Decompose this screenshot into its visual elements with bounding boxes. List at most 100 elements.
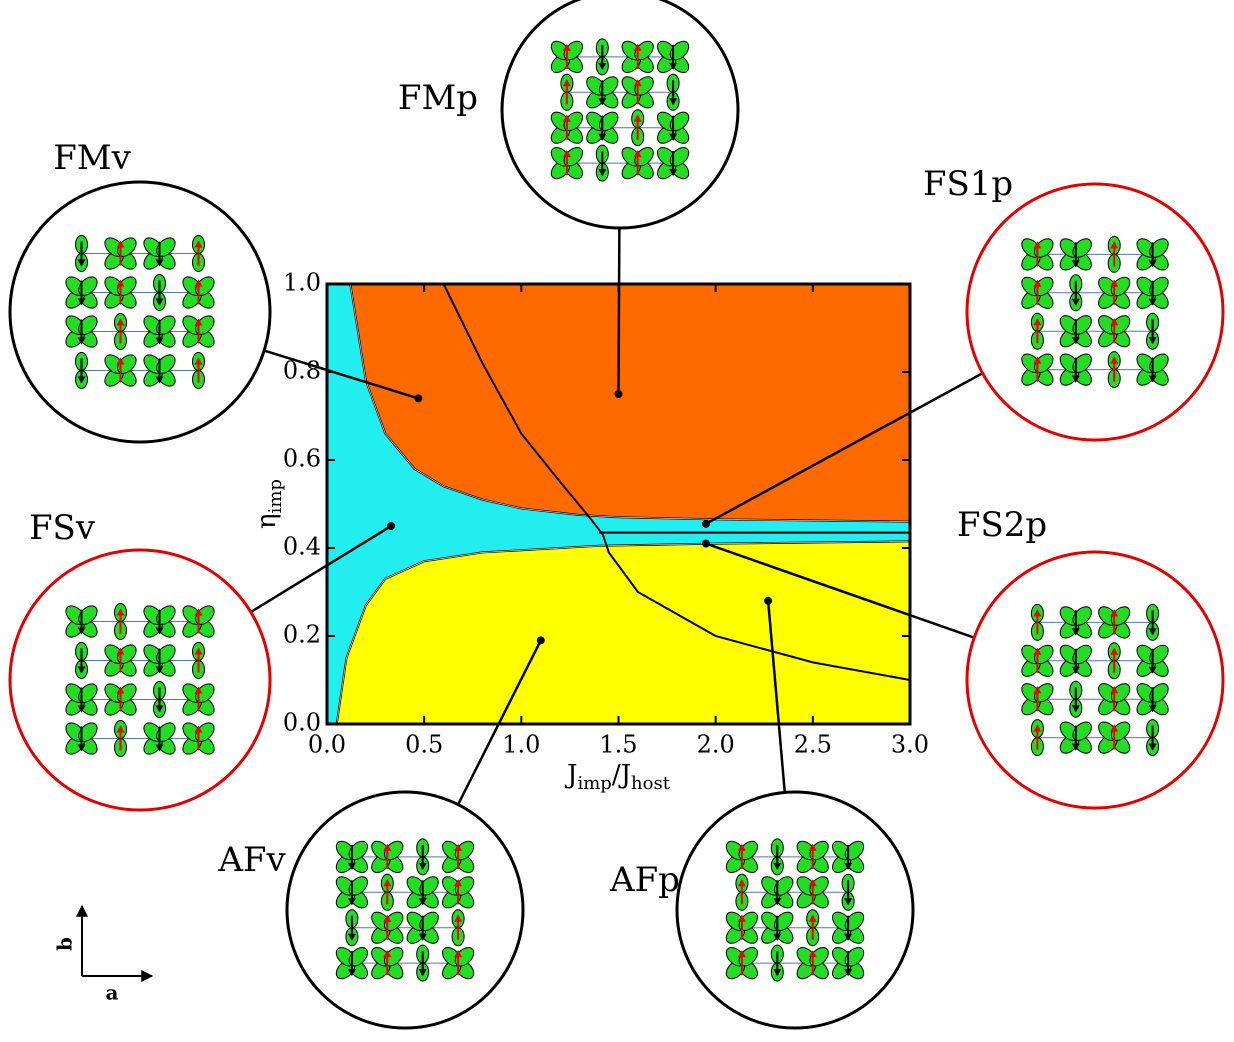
- orbital-lobe: [156, 644, 176, 664]
- spin-head: [669, 98, 678, 106]
- spin-head: [418, 898, 427, 906]
- orbital-lobe: [1149, 276, 1169, 297]
- phase-label: FS1p: [923, 164, 1013, 204]
- spin-head: [1110, 279, 1119, 287]
- orbital-lobe: [669, 111, 690, 132]
- orbital-lobe: [738, 840, 758, 861]
- orbital-lobe: [348, 947, 368, 967]
- orbital-lobe: [1110, 683, 1131, 703]
- spin-head: [155, 259, 164, 267]
- inset: [8, 548, 272, 812]
- phase-point: [701, 539, 710, 548]
- spin-head: [633, 114, 642, 122]
- inset-border: [965, 182, 1225, 442]
- orbital-lobe: [383, 947, 404, 967]
- spin-head: [633, 150, 642, 158]
- leader-line: [617, 227, 621, 395]
- subscript: imp: [265, 479, 286, 513]
- spin-head: [1033, 318, 1042, 326]
- spin-head: [347, 898, 356, 906]
- orbital-lobe: [1149, 644, 1169, 665]
- inset: [965, 182, 1225, 442]
- orbital-lobe: [454, 876, 475, 896]
- orbital-lobe: [1072, 315, 1092, 335]
- phase-label: FS2p: [957, 505, 1047, 545]
- spin-head: [347, 862, 356, 870]
- spin-head: [116, 608, 125, 616]
- spin-head: [1071, 298, 1080, 306]
- leader-line: [705, 372, 984, 525]
- orbital-lobe: [195, 605, 215, 625]
- spin-head: [383, 914, 392, 922]
- orbital-lobe: [117, 644, 137, 664]
- y-tick-label: 0.2: [283, 621, 321, 649]
- spin-head: [116, 318, 125, 326]
- orbital-lobe: [78, 722, 98, 742]
- orbital-lobe: [1072, 606, 1092, 626]
- spin-head: [1033, 724, 1042, 732]
- leader-line: [456, 639, 542, 806]
- orbital-lobe: [78, 683, 98, 703]
- inset-border: [285, 790, 525, 1030]
- spin-head: [1033, 356, 1042, 364]
- inset-border: [965, 550, 1225, 810]
- orbital-lobe: [809, 876, 829, 896]
- spin-head: [418, 933, 427, 941]
- spin-head: [1071, 666, 1080, 674]
- spin-head: [454, 879, 463, 887]
- spin-head: [77, 376, 86, 384]
- orbital-lobe: [156, 315, 176, 335]
- spin-head: [737, 879, 746, 887]
- spin-head: [562, 114, 571, 122]
- inset: [965, 550, 1225, 810]
- spin-head: [347, 969, 356, 977]
- spin-head: [116, 725, 125, 733]
- spin-head: [737, 950, 746, 958]
- inset-border: [675, 790, 915, 1030]
- spin-head: [155, 337, 164, 345]
- spin-head: [844, 898, 853, 906]
- spin-head: [155, 298, 164, 306]
- x-tick-label: 1.5: [599, 731, 637, 759]
- spin-head: [1148, 260, 1157, 268]
- spin-head: [1033, 241, 1042, 249]
- phase-region: [336, 541, 910, 724]
- label-part: /J: [612, 760, 631, 790]
- orbital-lobe: [419, 876, 439, 896]
- phase-boundary-highlight: [336, 541, 911, 725]
- spin-head: [1110, 724, 1119, 732]
- spin-head: [155, 627, 164, 635]
- spin-head: [1071, 743, 1080, 751]
- orbital-lobe: [773, 911, 794, 932]
- spin-head: [1071, 705, 1080, 713]
- spin-head: [844, 969, 853, 977]
- orbital-lobe: [809, 840, 829, 861]
- orbital-lobe: [1072, 353, 1092, 373]
- y-tick-label: 0.6: [283, 445, 321, 473]
- orbital-lobe: [809, 947, 829, 967]
- lattice-a: a: [106, 981, 119, 1005]
- spin-head: [1071, 260, 1080, 268]
- spin-head: [773, 969, 782, 977]
- spin-head: [383, 950, 392, 958]
- orbital-lobe: [844, 947, 865, 967]
- leader-line: [250, 524, 392, 614]
- label-part: η: [252, 513, 282, 529]
- orbital-lobe: [156, 605, 176, 625]
- spin-head: [194, 608, 203, 616]
- orbital-lobe: [1072, 644, 1092, 665]
- spin-head: [1148, 375, 1157, 383]
- spin-head: [669, 62, 678, 70]
- inset: [500, 0, 740, 230]
- orbital-lobe: [195, 722, 215, 742]
- spin-head: [598, 98, 607, 106]
- spin-head: [1033, 279, 1042, 287]
- spin-head: [1110, 609, 1119, 617]
- spin-head: [155, 376, 164, 384]
- spin-head: [77, 298, 86, 306]
- y-tick-label: 0.4: [283, 533, 321, 561]
- orbital-lobe: [195, 683, 215, 703]
- spin-head: [77, 744, 86, 752]
- spin-head: [383, 879, 392, 887]
- spin-head: [383, 843, 392, 851]
